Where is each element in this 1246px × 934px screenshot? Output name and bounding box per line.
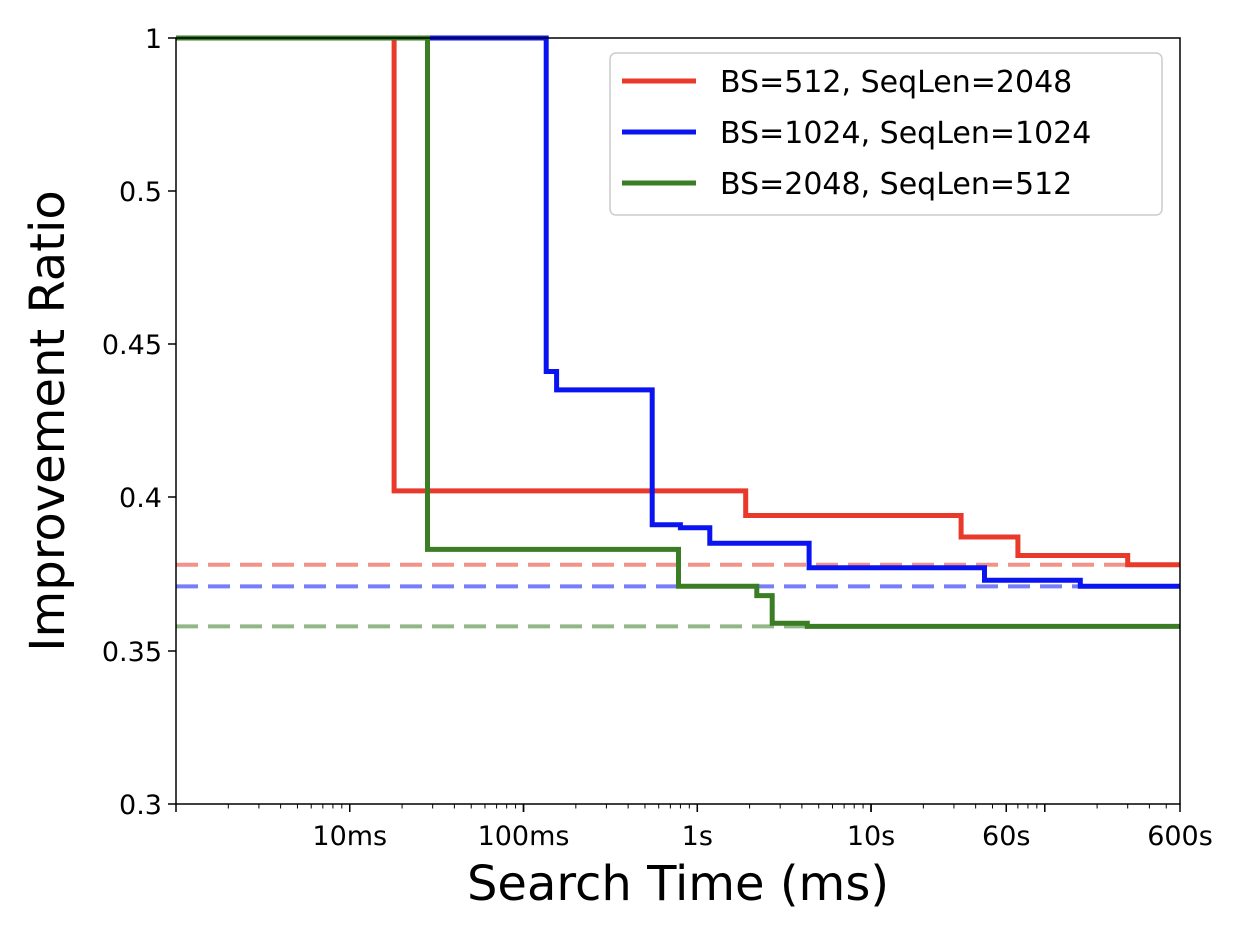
x-axis: 10ms 100ms 1s 10s 60s 600s [175,804,1213,852]
series-step-line [176,35,1180,568]
x-tick-label: 1s [682,821,713,852]
y-tick-label: 0.45 [102,330,162,361]
x-tick-label: 600s [1147,821,1213,852]
x-tick-label: 10ms [312,821,387,852]
y-tick-label: 0.5 [119,177,162,208]
x-axis-title: Search Time (ms) [467,856,889,912]
y-tick-label: 1 [145,24,162,55]
series-step-line [176,35,1180,589]
y-axis: 0.3 0.35 0.4 0.45 0.5 1 [102,24,176,821]
legend-label: BS=512, SeqLen=2048 [720,65,1072,100]
legend-label: BS=1024, SeqLen=1024 [720,116,1091,151]
y-tick-label: 0.35 [102,637,162,668]
legend: BS=512, SeqLen=2048 BS=1024, SeqLen=1024 B… [609,52,1163,216]
plot-area-frame [175,37,1181,805]
y-axis-title: Improvement Ratio [20,190,76,651]
x-tick-label: 60s [982,821,1030,852]
series-step-line [176,35,1180,629]
legend-label: BS=2048, SeqLen=512 [720,167,1072,202]
x-tick-label: 100ms [478,821,570,852]
legend-frame [609,52,1163,216]
y-tick-label: 0.3 [119,790,162,821]
y-tick-label: 0.4 [119,483,162,514]
series-lines [176,35,1180,629]
x-tick-label: 10s [847,821,895,852]
